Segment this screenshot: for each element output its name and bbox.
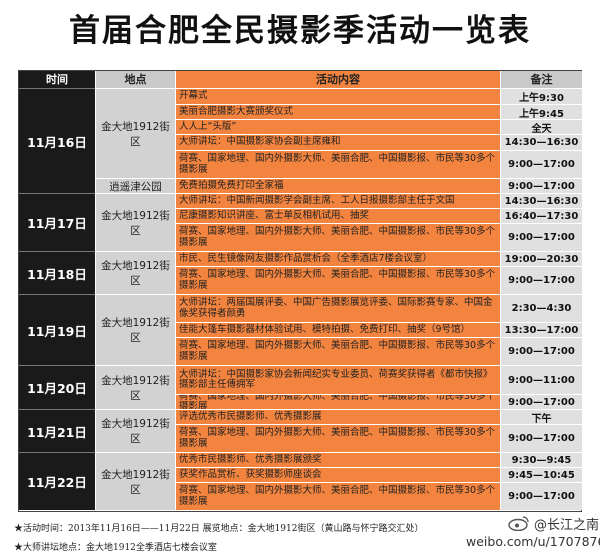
place-cell: 金大地1912街区 — [95, 294, 175, 365]
date-cell: 11月19日 — [19, 294, 95, 365]
date-cell: 11月22日 — [19, 452, 95, 510]
note-cell: 上午9:45 — [500, 104, 582, 119]
activity-cell: 荷赛、国家地理、国内外摄影大师、美丽合肥、中国摄影报、市民等30多个摄影展 — [175, 266, 500, 294]
note-cell: 9:45—10:45 — [500, 467, 582, 482]
note-cell: 9:00—17:00 — [500, 150, 582, 178]
note-cell: 9:00—17:00 — [500, 223, 582, 251]
note-cell: 9:00—11:00 — [500, 365, 582, 394]
activity-cell: 荷赛、国家地理、国内外摄影大师、美丽合肥、中国摄影报、市民等30多个摄影展 — [175, 394, 500, 409]
activity-cell: 佳能大篷车摄影器材体验试用、模特拍摄、免费打印、抽奖（9号馆） — [175, 322, 500, 337]
header-note: 备注 — [500, 71, 582, 88]
note-cell: 9:30—9:45 — [500, 452, 582, 467]
activity-cell: 市民、民生镜像网友摄影作品赏析会（全季酒店7楼会议室） — [175, 251, 500, 266]
place-cell: 金大地1912街区 — [95, 88, 175, 178]
note-cell: 14:30—16:30 — [500, 134, 582, 150]
place-cell: 金大地1912街区 — [95, 409, 175, 452]
activity-cell: 评选优秀市民摄影师、优秀摄影展 — [175, 409, 500, 424]
place-cell: 金大地1912街区 — [95, 365, 175, 409]
activity-cell: 大师讲坛：中国新闻摄影学会副主席、工人日报摄影部主任于文国 — [175, 193, 500, 208]
activity-cell: 大师讲坛：两届国展评委、中国广告摄影展览评委、国际影赛专家、中国金像奖获得者颜勇 — [175, 294, 500, 322]
header-activity: 活动内容 — [175, 71, 500, 88]
note-cell: 9:00—17:00 — [500, 337, 582, 365]
header-place: 地点 — [95, 71, 175, 88]
date-cell: 11月20日 — [19, 365, 95, 409]
note-cell: 9:00—17:00 — [500, 178, 582, 193]
note-cell: 14:30—16:30 — [500, 193, 582, 208]
note-cell: 下午 — [500, 409, 582, 424]
activity-cell: 荷赛、国家地理、国内外摄影大师、美丽合肥、中国摄影报、市民等30多个摄影展 — [175, 223, 500, 251]
weibo-logo-icon — [508, 516, 529, 531]
activity-cell: 免费拍摄免费打印全家福 — [175, 178, 500, 193]
note-cell: 9:00—17:00 — [500, 266, 582, 294]
place-cell: 金大地1912街区 — [95, 193, 175, 251]
place-cell: 金大地1912街区 — [95, 251, 175, 294]
activity-cell: 美丽合肥摄影大赛颁奖仪式 — [175, 104, 500, 119]
footer-line-1: ★活动时间：2013年11月16日——11月22日 展览地点：金大地1912街区… — [14, 524, 424, 534]
note-cell: 上午9:30 — [500, 88, 582, 104]
activity-cell: 获奖作品赏析、获奖摄影师座谈会 — [175, 467, 500, 482]
date-cell: 11月18日 — [19, 251, 95, 294]
schedule-table: 时间 地点 活动内容 备注 11月16日 开幕式 上午9:30 美丽合肥摄影大赛颁奖仪… — [18, 70, 582, 512]
activity-cell: 人人上“头版” — [175, 119, 500, 134]
note-cell: 全天 — [500, 119, 582, 134]
header-time: 时间 — [19, 71, 95, 88]
note-cell: 2:30—4:30 — [500, 294, 582, 322]
note-cell: 19:00—20:30 — [500, 251, 582, 266]
activity-cell: 荷赛、国家地理、国内外摄影大师、美丽合肥、中国摄影报、市民等30多个摄影展 — [175, 150, 500, 178]
note-cell: 9:00—17:00 — [500, 482, 582, 510]
activity-cell: 大师讲坛：中国摄影家协会新闻纪实专业委员、荷赛奖获得者《都市快报》摄影部主任傅拥… — [175, 365, 500, 394]
place-cell: 金大地1912街区 — [95, 452, 175, 510]
note-cell: 16:40—17:30 — [500, 208, 582, 223]
activity-cell: 优秀市民摄影师、优秀摄影展颁奖 — [175, 452, 500, 467]
date-cell: 11月17日 — [19, 193, 95, 251]
activity-cell: 荷赛、国家地理、国内外摄影大师、美丽合肥、中国摄影报、市民等30多个摄影展 — [175, 482, 500, 510]
activity-cell: 荷赛、国家地理、国内外摄影大师、美丽合肥、中国摄影报、市民等30多个摄影展 — [175, 337, 500, 365]
page-title: 首届合肥全民摄影季活动一览表 — [69, 13, 531, 49]
place-cell: 逍遥津公园 — [95, 178, 175, 193]
note-cell: 13:30—17:00 — [500, 322, 582, 337]
activity-cell: 尼康摄影知识讲座、富士单反相机试用、抽奖 — [175, 208, 500, 223]
footer-line-2: ★大师讲坛地点：金大地1912全季酒店七楼会议室 — [14, 543, 217, 553]
activity-cell: 大师讲坛：中国摄影家协会副主席雍和 — [175, 134, 500, 150]
date-cell: 11月21日 — [19, 409, 95, 452]
activity-cell: 荷赛、国家地理、国内外摄影大师、美丽合肥、中国摄影报、市民等30多个摄影展 — [175, 424, 500, 452]
activity-cell: 开幕式 — [175, 88, 500, 104]
note-cell: 9:00—17:00 — [500, 394, 582, 409]
date-cell: 11月16日 — [19, 88, 95, 193]
watermark-url: weibo.com/u/1707876683 — [466, 534, 600, 549]
note-cell: 9:00—17:00 — [500, 424, 582, 452]
watermark-handle: @长江之南 — [534, 518, 600, 533]
